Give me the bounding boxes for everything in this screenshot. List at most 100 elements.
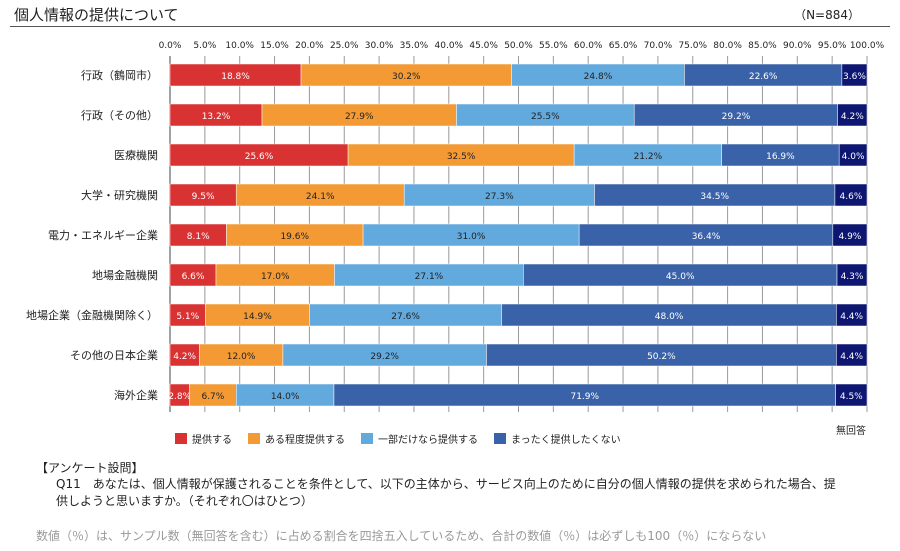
survey-question: Q11 あなたは、個人情報が保護されることを条件として、以下の主体から、サービス… bbox=[56, 477, 836, 508]
x-tick-label: 0.0% bbox=[159, 41, 182, 51]
x-tick-label: 60.0% bbox=[574, 41, 603, 51]
data-label: 27.6% bbox=[391, 312, 420, 322]
bar-segment bbox=[834, 183, 868, 207]
x-tick-label: 20.0% bbox=[295, 41, 324, 51]
legend: 提供する ある程度提供する 一部だけなら提供する まったく提供したくない bbox=[175, 431, 621, 446]
legend-item: まったく提供したくない bbox=[494, 431, 621, 446]
data-label: 24.8% bbox=[584, 72, 613, 82]
data-label: 13.2% bbox=[202, 112, 231, 122]
data-label: 4.4% bbox=[840, 352, 863, 362]
category-label: 地場金融機関 bbox=[92, 268, 158, 282]
data-label: 32.5% bbox=[447, 152, 476, 162]
survey-heading: 【アンケート設問】 bbox=[36, 461, 144, 475]
data-label: 4.0% bbox=[842, 152, 865, 162]
data-label: 8.1% bbox=[187, 232, 210, 242]
x-tick-label: 10.0% bbox=[225, 41, 254, 51]
no-answer-label: 無回答 bbox=[836, 426, 866, 437]
x-tick-label: 5.0% bbox=[193, 41, 216, 51]
data-label: 36.4% bbox=[692, 232, 721, 242]
data-label: 4.5% bbox=[840, 392, 863, 402]
legend-label: 一部だけなら提供する bbox=[378, 435, 478, 446]
bar-segment bbox=[836, 343, 868, 367]
data-label: 19.6% bbox=[280, 232, 309, 242]
x-tick-label: 30.0% bbox=[365, 41, 394, 51]
x-tick-label: 55.0% bbox=[539, 41, 568, 51]
bar-segment bbox=[837, 103, 868, 127]
data-label: 3.6% bbox=[843, 72, 866, 82]
x-tick-label: 95.0% bbox=[818, 41, 847, 51]
bar-segment bbox=[836, 303, 868, 327]
data-label: 29.2% bbox=[722, 112, 751, 122]
footnote: 数値（％）は、サンプル数（無回答を含む）に占める割合を四捨五入しているため、合計… bbox=[36, 529, 767, 543]
data-label: 9.5% bbox=[192, 192, 215, 202]
x-tick-label: 100.0% bbox=[850, 41, 885, 51]
data-label: 27.3% bbox=[485, 192, 514, 202]
data-label: 34.5% bbox=[700, 192, 729, 202]
data-label: 25.5% bbox=[531, 112, 560, 122]
x-tick-label: 70.0% bbox=[644, 41, 673, 51]
stacked-bar-chart: 0.0% 5.0% 10.0% 15.0% 20.0% 25.0% 30.0% 35.0% 40… bbox=[26, 41, 885, 412]
bar-segment bbox=[838, 143, 868, 167]
category-label: 行政（その他） bbox=[81, 108, 158, 122]
data-label: 14.9% bbox=[243, 312, 272, 322]
data-label: 27.9% bbox=[345, 112, 374, 122]
data-label: 18.8% bbox=[221, 72, 250, 82]
data-label: 29.2% bbox=[370, 352, 399, 362]
x-tick-label: 35.0% bbox=[400, 41, 429, 51]
x-tick-label: 90.0% bbox=[783, 41, 812, 51]
data-label: 45.0% bbox=[666, 272, 695, 282]
category-label: 海外企業 bbox=[114, 388, 158, 402]
data-label: 31.0% bbox=[457, 232, 486, 242]
legend-swatch bbox=[361, 433, 373, 444]
data-label: 4.6% bbox=[840, 192, 863, 202]
bar-segment bbox=[836, 263, 868, 287]
category-label: その他の日本企業 bbox=[70, 348, 158, 362]
x-tick-label: 25.0% bbox=[330, 41, 359, 51]
data-label: 22.6% bbox=[749, 72, 778, 82]
data-label: 14.0% bbox=[271, 392, 300, 402]
data-label: 4.3% bbox=[841, 272, 864, 282]
legend-label: 提供する bbox=[192, 435, 232, 446]
bar-segment bbox=[835, 383, 868, 407]
bar-segment bbox=[832, 223, 868, 247]
category-label: 電力・エネルギー企業 bbox=[48, 228, 158, 242]
legend-item: 提供する bbox=[175, 431, 232, 446]
x-tick-label: 45.0% bbox=[469, 41, 498, 51]
x-tick-label: 80.0% bbox=[713, 41, 742, 51]
x-tick-label: 50.0% bbox=[504, 41, 533, 51]
data-label: 16.9% bbox=[766, 152, 795, 162]
x-tick-label: 15.0% bbox=[260, 41, 289, 51]
data-label: 6.6% bbox=[182, 272, 205, 282]
legend-swatch bbox=[175, 433, 187, 444]
data-label: 17.0% bbox=[261, 272, 290, 282]
x-tick-label: 75.0% bbox=[678, 41, 707, 51]
legend-label: まったく提供したくない bbox=[511, 435, 621, 446]
data-label: 30.2% bbox=[392, 72, 421, 82]
data-label: 50.2% bbox=[647, 352, 676, 362]
data-label: 48.0% bbox=[655, 312, 684, 322]
category-label: 地場企業（金融機関除く） bbox=[26, 308, 158, 322]
legend-item: 一部だけなら提供する bbox=[361, 431, 478, 446]
data-label: 5.1% bbox=[176, 312, 199, 322]
x-tick-label: 65.0% bbox=[609, 41, 638, 51]
legend-item: ある程度提供する bbox=[248, 431, 345, 446]
data-label: 21.2% bbox=[634, 152, 663, 162]
category-label: 医療機関 bbox=[114, 148, 158, 162]
title-divider bbox=[10, 26, 890, 27]
data-label: 71.9% bbox=[570, 392, 599, 402]
category-label: 行政（鶴岡市） bbox=[81, 68, 158, 82]
category-label: 大学・研究機関 bbox=[81, 188, 158, 202]
data-label: 25.6% bbox=[245, 152, 274, 162]
x-tick-label: 40.0% bbox=[435, 41, 464, 51]
page-title: 個人情報の提供について bbox=[14, 6, 179, 24]
x-tick-label: 85.0% bbox=[748, 41, 777, 51]
sample-size: （N=884） bbox=[794, 8, 860, 22]
data-label: 4.2% bbox=[173, 352, 196, 362]
legend-label: ある程度提供する bbox=[265, 435, 345, 446]
data-label: 6.7% bbox=[201, 392, 224, 402]
data-label: 2.8% bbox=[168, 392, 191, 402]
data-label: 4.4% bbox=[840, 312, 863, 322]
legend-swatch bbox=[494, 433, 506, 444]
data-label: 27.1% bbox=[415, 272, 444, 282]
data-label: 24.1% bbox=[306, 192, 335, 202]
